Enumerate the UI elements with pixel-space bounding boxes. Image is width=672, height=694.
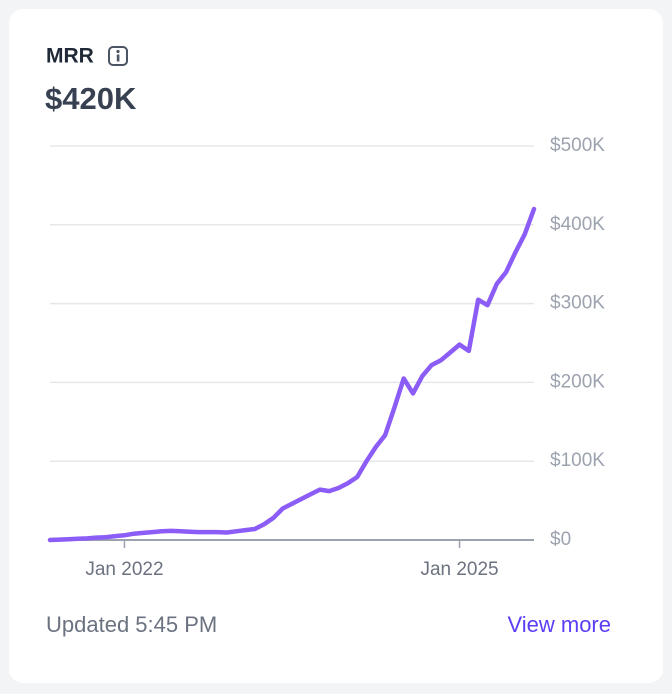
x-tick-label: Jan 2022 bbox=[85, 559, 163, 580]
y-tick-label: $200K bbox=[550, 371, 605, 392]
metric-value: $420K bbox=[45, 81, 137, 116]
metric-title: MRR bbox=[46, 45, 94, 68]
view-more-link[interactable]: View more bbox=[507, 612, 611, 637]
x-tick-label: Jan 2025 bbox=[420, 559, 498, 580]
card bbox=[9, 9, 663, 683]
mrr-line bbox=[47, 206, 537, 543]
y-tick-label: $400K bbox=[550, 214, 605, 235]
updated-time: Updated 5:45 PM bbox=[46, 612, 217, 637]
y-tick-label: $0 bbox=[550, 529, 571, 550]
y-tick-label: $300K bbox=[550, 293, 605, 314]
y-tick-label: $500K bbox=[550, 135, 605, 156]
y-tick-label: $100K bbox=[550, 450, 605, 471]
info-icon[interactable] bbox=[108, 46, 128, 66]
